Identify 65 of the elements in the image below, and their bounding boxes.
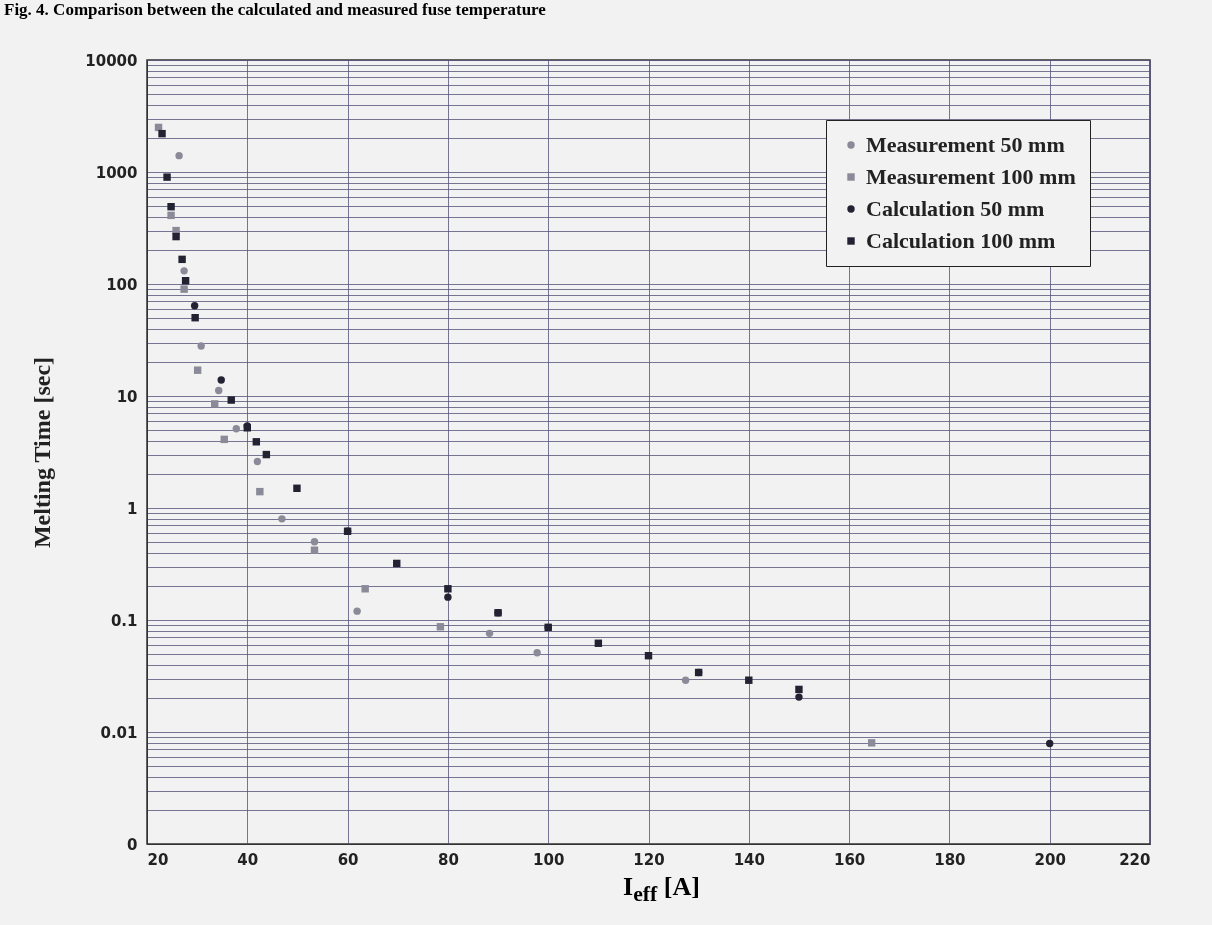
point: [178, 255, 186, 264]
y-tick-label: 10: [116, 387, 138, 406]
point: [310, 546, 319, 554]
x-tick-label: 220: [1119, 850, 1151, 869]
x-tick-label: 100: [533, 850, 565, 869]
point: [681, 676, 690, 684]
point: [293, 484, 301, 492]
point: [795, 685, 803, 694]
point: [167, 211, 175, 220]
x-tick-label: 140: [733, 850, 765, 869]
point: [172, 232, 180, 241]
point: [167, 202, 175, 211]
point: [158, 129, 166, 138]
y-tick-label: 0: [127, 835, 138, 854]
point: [353, 607, 361, 615]
point: [795, 693, 803, 701]
point: [227, 396, 235, 404]
y-tick-label: 1000: [95, 163, 138, 182]
point: [494, 609, 502, 617]
point: [215, 386, 223, 395]
point: [533, 649, 541, 657]
point: [217, 376, 225, 384]
legend-label: Measurement 100 mm: [866, 164, 1076, 189]
point: [190, 302, 199, 310]
point: [163, 173, 171, 181]
point: [361, 585, 369, 593]
point: [197, 342, 205, 350]
point: [1045, 739, 1054, 748]
x-tick-label: 60: [337, 850, 359, 869]
x-axis-title: I$_{eff}$ [A]: [622, 872, 701, 908]
point: [180, 267, 188, 275]
x-tick-label: 80: [437, 850, 459, 869]
point: [256, 487, 264, 496]
point: [745, 676, 753, 684]
y-tick-label: 10000: [85, 51, 138, 70]
point: [232, 425, 240, 433]
point: [444, 593, 452, 601]
point: [310, 538, 319, 546]
point: [485, 629, 494, 638]
y-axis-title: Melting Time [sec]: [29, 356, 56, 549]
x-tick-label: 20: [147, 850, 169, 869]
chart-title: Fig. 4. Comparison between the calculated and measured fuse temperature: [4, 0, 546, 20]
legend-label: Measurement 50 mm: [866, 132, 1065, 157]
point: [175, 151, 183, 160]
point: [191, 314, 199, 322]
y-tick-label: 100: [106, 275, 138, 294]
x-tick-label: 40: [237, 850, 259, 869]
point: [180, 285, 188, 293]
point: [867, 739, 876, 747]
point: [252, 438, 261, 446]
y-tick-label: 1: [127, 499, 138, 518]
point: [210, 400, 219, 408]
x-tick-label: 180: [934, 850, 966, 869]
point: [193, 366, 202, 374]
point: [278, 515, 286, 523]
legend-label: Calculation 50 mm: [866, 196, 1045, 221]
point: [253, 457, 262, 466]
point: [444, 585, 452, 593]
x-tick-label: 200: [1034, 850, 1066, 869]
y-tick-label: 0.01: [100, 723, 138, 742]
legend-label: Calculation 100 mm: [866, 228, 1056, 253]
y-tick-label: 0.1: [110, 611, 138, 630]
x-tick-label: 120: [633, 850, 665, 869]
x-tick-label: 160: [833, 850, 866, 869]
point: [694, 668, 703, 677]
